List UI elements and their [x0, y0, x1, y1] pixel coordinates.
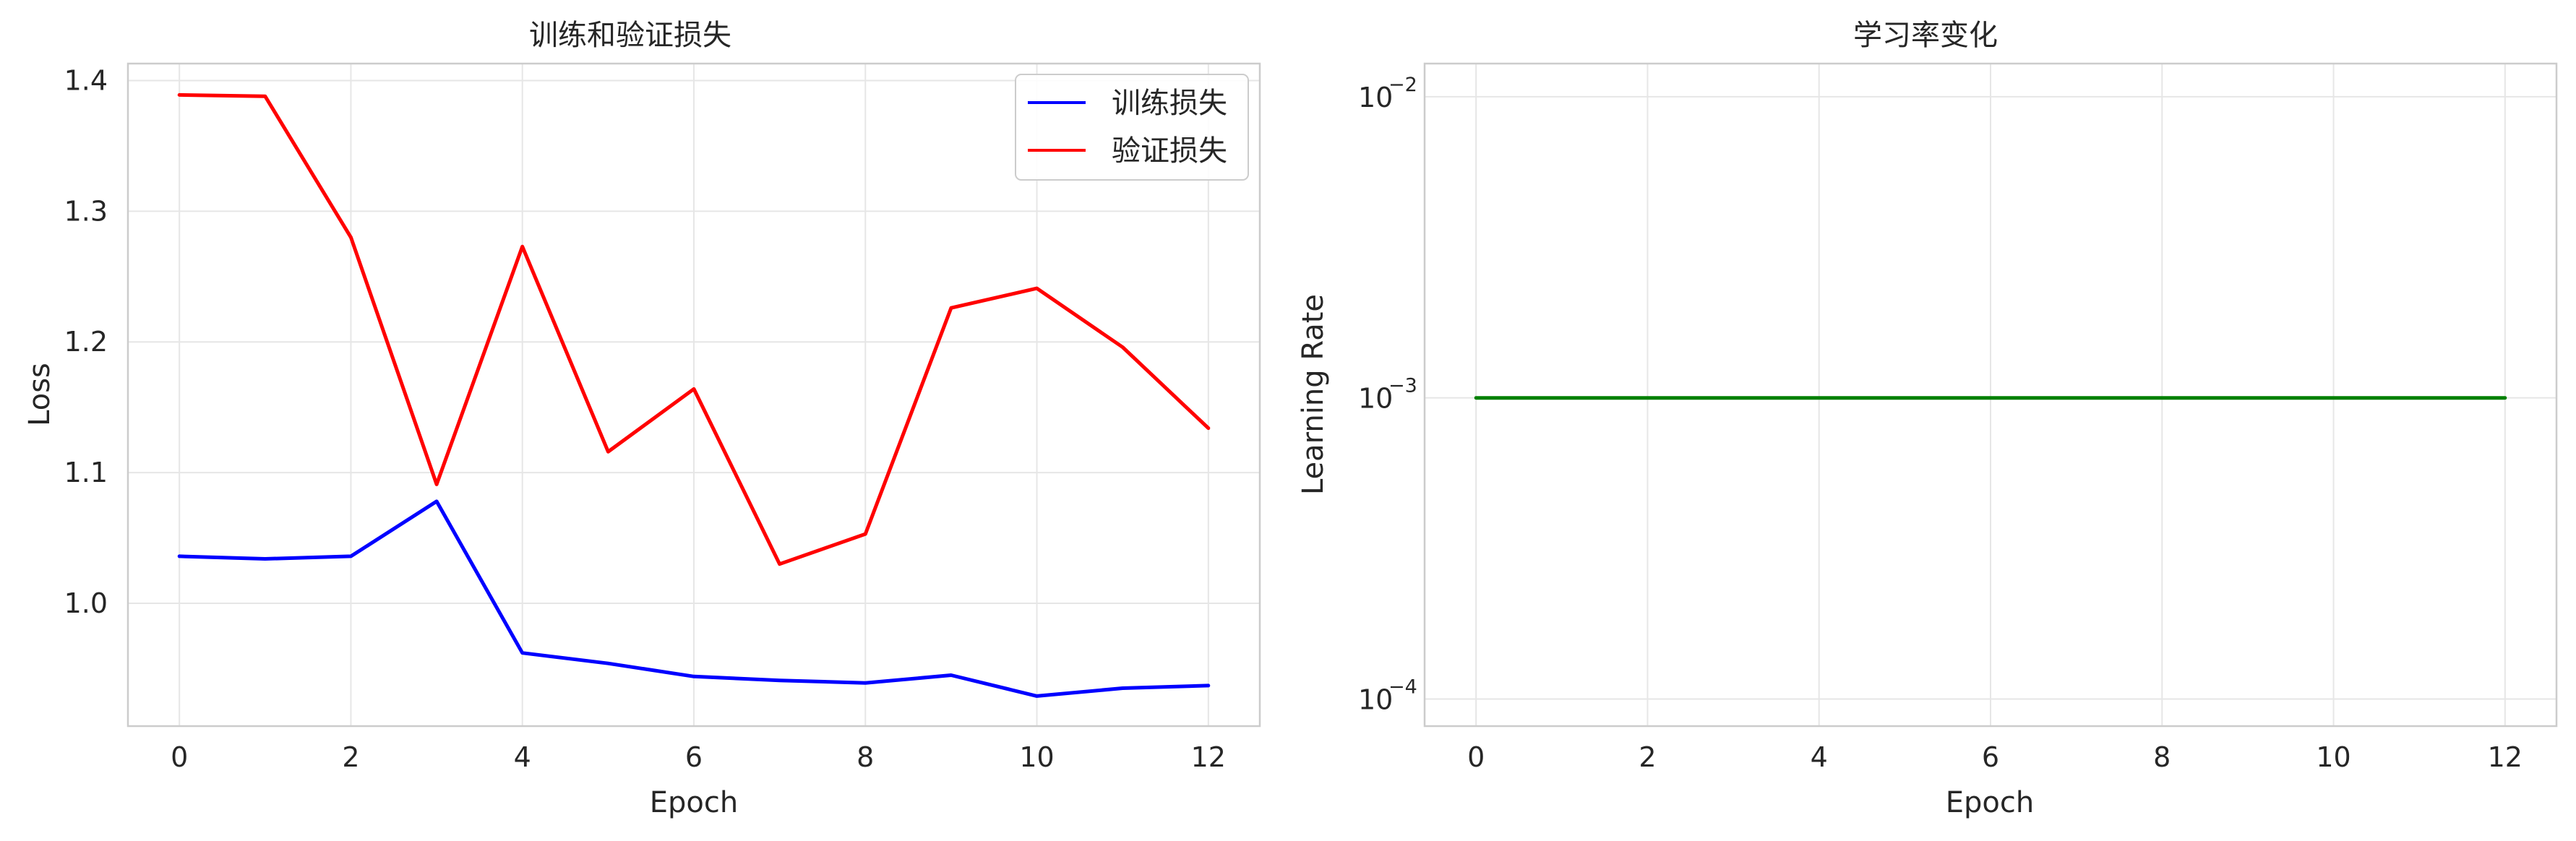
x-tick-label: 2 — [1639, 741, 1656, 773]
x-tick-label: 2 — [342, 741, 359, 773]
y-tick-label: 1.3 — [64, 195, 108, 227]
loss-chart: 训练和验证损失 0 2 4 6 8 10 12 1.01.11.21.31.4 Epoch … — [23, 19, 1261, 819]
lr-chart-y-ticks: 10−410−310−2 — [1358, 74, 1417, 716]
y-tick-label: 10 — [1358, 383, 1393, 415]
series-line-0 — [177, 499, 1211, 698]
lr-chart-grid — [1425, 64, 2556, 726]
x-tick-label: 0 — [1467, 741, 1485, 773]
x-tick-label: 12 — [1191, 741, 1226, 773]
loss-chart-x-ticks: 0 2 4 6 8 10 12 — [171, 741, 1226, 773]
series-line-1 — [177, 92, 1211, 566]
y-tick-label: 1.1 — [64, 457, 108, 488]
loss-chart-xlabel: Epoch — [650, 786, 738, 819]
lr-chart-ylabel: Learning Rate — [1297, 294, 1330, 495]
x-tick-label: 12 — [2488, 741, 2523, 773]
lr-chart-frame — [1423, 62, 2558, 728]
legend-label-val: 验证损失 — [1112, 134, 1227, 168]
x-tick-label: 4 — [514, 741, 531, 773]
x-tick-label: 8 — [856, 741, 874, 773]
lr-chart-x-ticks: 0 2 4 6 8 10 12 — [1467, 741, 2523, 773]
x-tick-label: 6 — [1982, 741, 1999, 773]
y-tick-label: 1.4 — [64, 65, 108, 97]
x-tick-label: 10 — [1019, 741, 1054, 773]
x-tick-label: 10 — [2316, 741, 2350, 773]
x-tick-label: 0 — [171, 741, 188, 773]
y-tick-label: 10 — [1358, 683, 1393, 715]
loss-chart-ylabel: Loss — [23, 363, 56, 426]
legend-frame — [1015, 74, 1249, 181]
lr-chart: 学习率变化 0 2 4 6 8 10 12 10−410−310−2 Epoch Learn… — [1297, 19, 2558, 819]
loss-chart-frame — [126, 62, 1261, 728]
y-tick-label: 10 — [1358, 82, 1393, 113]
y-tick-exponent: −2 — [1388, 74, 1417, 96]
legend-label-train: 训练损失 — [1112, 87, 1227, 120]
loss-chart-legend: 训练损失 验证损失 — [1015, 74, 1249, 181]
x-tick-label: 4 — [1811, 741, 1828, 773]
y-tick-exponent: −4 — [1388, 676, 1417, 698]
y-tick-label: 1.2 — [64, 326, 108, 358]
loss-chart-series — [177, 92, 1211, 698]
x-tick-label: 8 — [2153, 741, 2171, 773]
x-tick-label: 6 — [685, 741, 703, 773]
loss-chart-title: 训练和验证损失 — [529, 19, 731, 52]
lr-chart-xlabel: Epoch — [1946, 786, 2034, 819]
lr-chart-title: 学习率变化 — [1853, 19, 1998, 52]
loss-chart-y-ticks: 1.0 1.1 1.2 1.3 1.4 — [64, 65, 108, 619]
y-tick-label: 1.0 — [64, 587, 108, 619]
y-tick-exponent: −3 — [1388, 375, 1417, 397]
